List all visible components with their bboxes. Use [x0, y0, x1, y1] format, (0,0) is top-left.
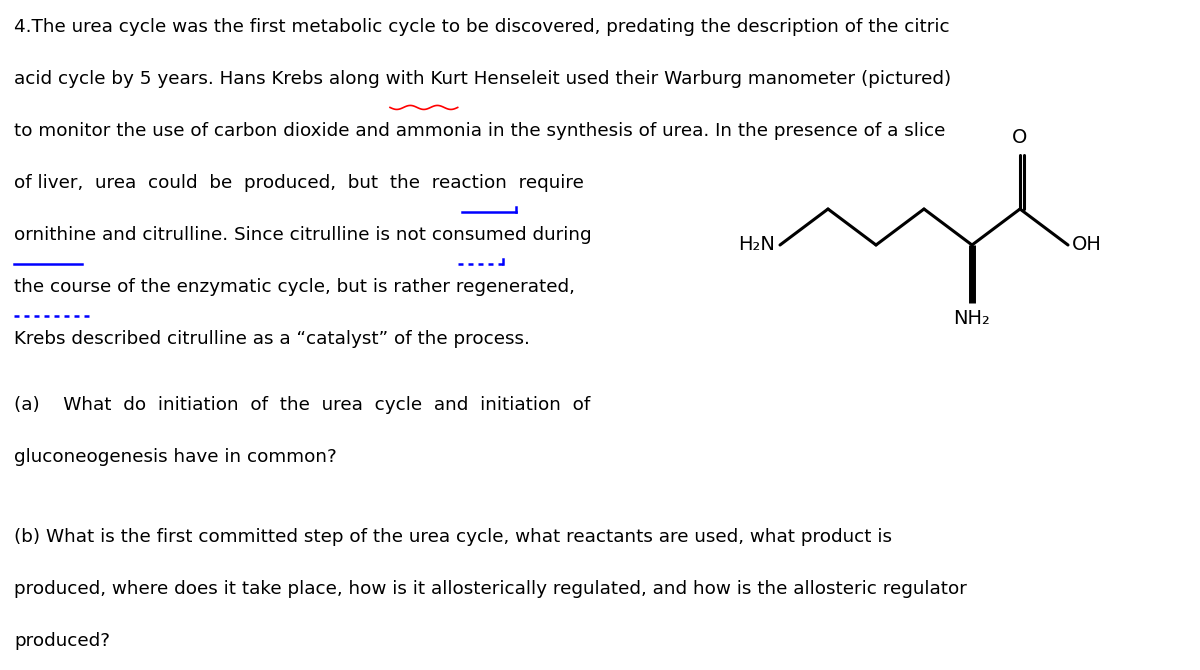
Text: produced?: produced? [14, 632, 110, 650]
Text: Krebs described citrulline as a “catalyst” of the process.: Krebs described citrulline as a “catalys… [14, 330, 530, 348]
Text: to monitor the use of carbon dioxide and ammonia in the synthesis of urea. In th: to monitor the use of carbon dioxide and… [14, 122, 946, 140]
Text: (a)    What  do  initiation  of  the  urea  cycle  and  initiation  of: (a) What do initiation of the urea cycle… [14, 396, 590, 414]
Text: of liver,  urea  could  be  produced,  but  the  reaction  require: of liver, urea could be produced, but th… [14, 174, 584, 192]
Text: NH₂: NH₂ [954, 309, 990, 328]
Text: the course of the enzymatic cycle, but is rather regenerated,: the course of the enzymatic cycle, but i… [14, 278, 575, 296]
Text: (b) What is the first committed step of the urea cycle, what reactants are used,: (b) What is the first committed step of … [14, 528, 892, 546]
Text: gluconeogenesis have in common?: gluconeogenesis have in common? [14, 448, 337, 466]
Text: O: O [1013, 128, 1027, 147]
Text: 4.The urea cycle was the first metabolic cycle to be discovered, predating the d: 4.The urea cycle was the first metabolic… [14, 18, 949, 36]
Text: ornithine and citrulline. Since citrulline is not consumed during: ornithine and citrulline. Since citrulli… [14, 226, 592, 244]
Text: acid cycle by 5 years. Hans Krebs along with Kurt Henseleit used their Warburg m: acid cycle by 5 years. Hans Krebs along … [14, 70, 952, 88]
Text: produced, where does it take place, how is it allosterically regulated, and how : produced, where does it take place, how … [14, 580, 967, 598]
Text: OH: OH [1072, 235, 1102, 255]
Text: H₂N: H₂N [738, 235, 775, 255]
